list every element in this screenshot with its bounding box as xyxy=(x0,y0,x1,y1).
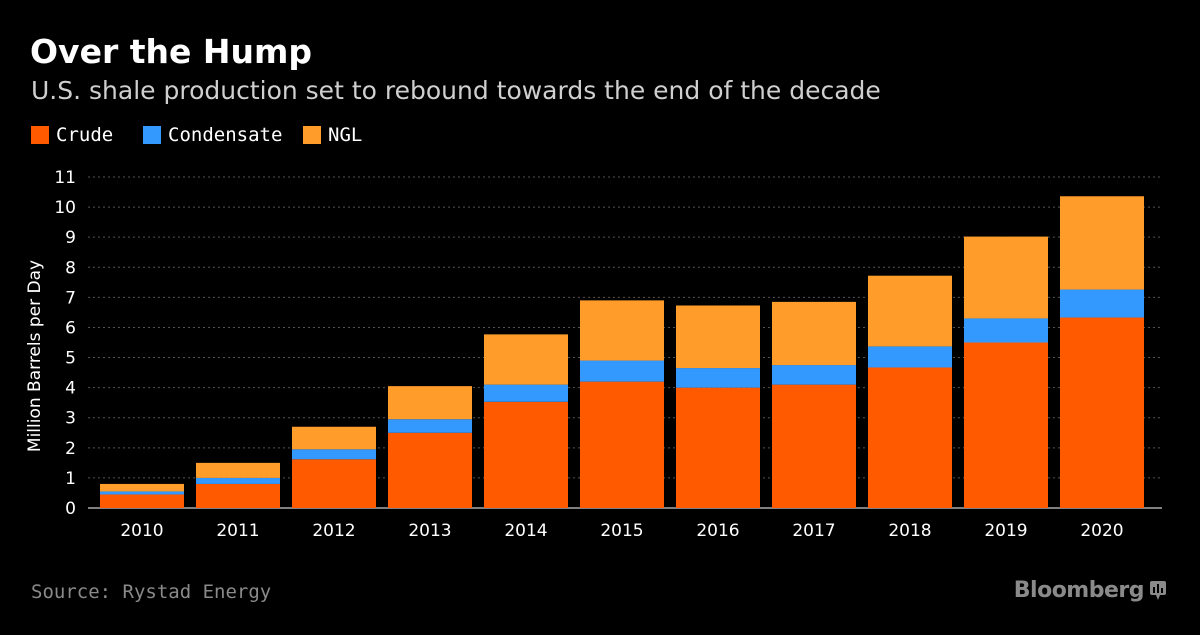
y-tick-label: 3 xyxy=(65,409,76,429)
bar-crude-2018 xyxy=(868,367,952,508)
bar-condensate-2015 xyxy=(580,360,664,382)
bar-ngl-2020 xyxy=(1060,196,1144,290)
bar-condensate-2020 xyxy=(1060,289,1144,318)
bar-condensate-2014 xyxy=(484,384,568,402)
bar-crude-2019 xyxy=(964,342,1048,508)
bar-condensate-2010 xyxy=(100,491,184,495)
bar-crude-2016 xyxy=(676,387,760,508)
x-tick-label: 2016 xyxy=(696,521,739,541)
y-tick-label: 0 xyxy=(65,499,76,519)
x-tick-label: 2014 xyxy=(504,521,547,541)
y-tick-label: 5 xyxy=(65,349,76,369)
y-tick-label: 1 xyxy=(65,469,76,489)
bar-ngl-2010 xyxy=(100,483,184,492)
chart-subtitle: U.S. shale production set to rebound tow… xyxy=(31,76,881,105)
bar-condensate-2016 xyxy=(676,368,760,388)
legend-label: Crude xyxy=(56,124,114,146)
bar-crude-2013 xyxy=(388,432,472,508)
bar-ngl-2012 xyxy=(292,426,376,450)
bar-ngl-2011 xyxy=(196,462,280,478)
bar-crude-2015 xyxy=(580,381,664,508)
x-tick-label: 2010 xyxy=(120,521,163,541)
bar-condensate-2018 xyxy=(868,346,952,368)
bar-crude-2011 xyxy=(196,483,280,508)
bar-ngl-2018 xyxy=(868,275,952,347)
bar-condensate-2011 xyxy=(196,477,280,484)
x-tick-label: 2012 xyxy=(312,521,355,541)
bar-ngl-2013 xyxy=(388,386,472,420)
legend-label: NGL xyxy=(328,124,363,146)
x-tick-label: 2020 xyxy=(1080,521,1123,541)
legend-label: Condensate xyxy=(168,124,283,146)
y-tick-label: 2 xyxy=(65,439,76,459)
x-tick-label: 2018 xyxy=(888,521,931,541)
legend-swatch xyxy=(31,126,49,144)
y-tick-label: 4 xyxy=(65,379,76,399)
bar-crude-2010 xyxy=(100,494,184,508)
bar-crude-2012 xyxy=(292,459,376,508)
bloomberg-terminal-icon xyxy=(1150,581,1166,600)
bar-ngl-2016 xyxy=(676,305,760,369)
bar-crude-2017 xyxy=(772,384,856,508)
legend-swatch xyxy=(303,126,321,144)
bar-condensate-2017 xyxy=(772,365,856,385)
y-tick-label: 11 xyxy=(54,168,76,188)
x-axis-ticks: 2010 2011 2012 2013 2014 2015 2016 2017 2018 2019… xyxy=(120,521,1123,541)
x-tick-label: 2011 xyxy=(216,521,259,541)
legend-swatch xyxy=(143,126,161,144)
x-tick-label: 2013 xyxy=(408,521,451,541)
x-tick-label: 2017 xyxy=(792,521,835,541)
y-tick-label: 6 xyxy=(65,318,76,338)
bars xyxy=(100,196,1144,508)
bar-ngl-2017 xyxy=(772,301,856,366)
bar-ngl-2015 xyxy=(580,300,664,361)
chart-title: Over the Hump xyxy=(30,32,312,71)
source-note: Source: Rystad Energy xyxy=(31,581,272,603)
bar-ngl-2019 xyxy=(964,236,1048,319)
x-tick-label: 2015 xyxy=(600,521,643,541)
brand-logo: Bloomberg xyxy=(1013,578,1145,603)
y-axis-label: Million Barrels per Day xyxy=(25,260,45,452)
y-tick-label: 7 xyxy=(65,288,76,308)
bar-condensate-2013 xyxy=(388,419,472,433)
bar-condensate-2012 xyxy=(292,449,376,460)
bar-crude-2020 xyxy=(1060,317,1144,508)
y-tick-label: 10 xyxy=(54,198,76,218)
bar-crude-2014 xyxy=(484,401,568,508)
bar-ngl-2014 xyxy=(484,334,568,385)
bar-condensate-2019 xyxy=(964,318,1048,343)
y-axis-ticks: 0 1 2 3 4 5 6 7 8 9 10 11 xyxy=(54,168,76,519)
x-tick-label: 2019 xyxy=(984,521,1027,541)
y-tick-label: 8 xyxy=(65,258,76,278)
y-tick-label: 9 xyxy=(65,228,76,248)
